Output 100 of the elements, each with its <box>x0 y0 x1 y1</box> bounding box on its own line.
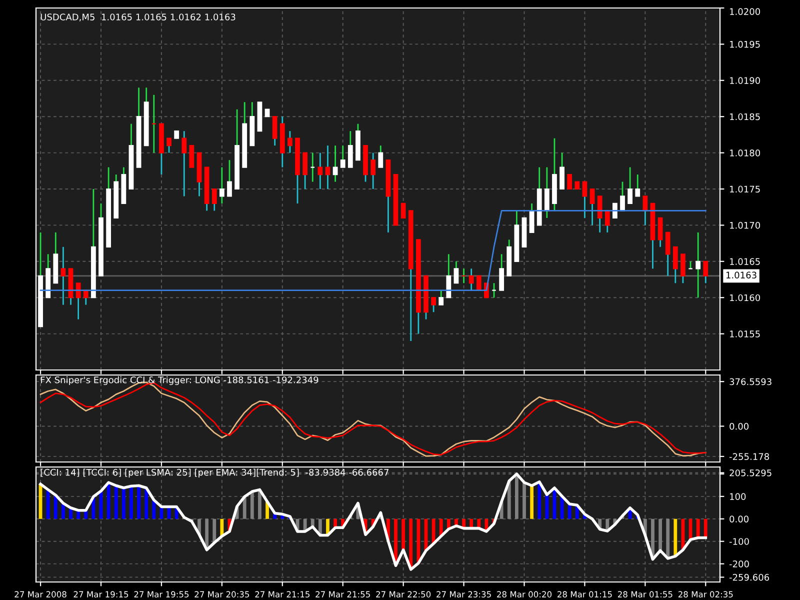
candlestick <box>400 202 406 219</box>
x-tick-label: 28 Mar 01:15 <box>558 591 612 598</box>
bar <box>432 518 436 544</box>
candlestick <box>703 260 708 284</box>
y-tick-label: -100 <box>729 538 749 545</box>
y-tick-label: 1.0190 <box>730 77 760 84</box>
y-tick-label: -255.178 <box>729 453 769 460</box>
bar <box>137 486 140 519</box>
bar <box>122 488 126 519</box>
candlestick <box>227 159 232 197</box>
candlestick <box>272 116 278 146</box>
y-tick-label: -259.606 <box>729 574 770 581</box>
candlestick <box>431 296 436 313</box>
candlestick <box>378 144 384 168</box>
candlestick <box>332 144 338 182</box>
candlestick <box>325 144 330 190</box>
bar <box>144 488 148 519</box>
x-tick-label: 28 Mar 02:35 <box>678 591 733 598</box>
candlestick <box>76 282 81 320</box>
candlestick <box>446 253 452 298</box>
candlestick <box>476 275 482 291</box>
bar <box>530 486 534 519</box>
y-tick-label: 205.5295 <box>730 469 772 476</box>
candlestick <box>597 196 602 234</box>
candlestick <box>219 166 224 204</box>
bar <box>658 518 662 551</box>
chart-title: FX Sniper's Ergodic CCI & Trigger: LONG -188.5161 -192.2349 <box>40 376 318 386</box>
ref-line-label: 1.0163 <box>726 272 756 278</box>
y-tick-label: 1.0170 <box>730 222 760 229</box>
candlestick <box>438 290 444 306</box>
candlestick <box>642 196 648 226</box>
y-tick-label: 100 <box>730 493 746 500</box>
candlestick <box>680 253 686 284</box>
bar <box>696 518 700 538</box>
x-tick-label: 27 Mar 20:35 <box>194 591 250 598</box>
candlestick <box>302 152 308 190</box>
y-tick-label: 376.5593 <box>730 378 772 386</box>
bar <box>568 504 572 519</box>
candlestick <box>340 144 346 168</box>
y-tick-label: 1.0155 <box>730 330 760 338</box>
candlestick <box>318 152 323 190</box>
bar <box>666 518 670 558</box>
candlestick <box>620 181 625 212</box>
candlestick <box>499 253 504 292</box>
bar <box>220 518 224 536</box>
candlestick <box>658 217 663 248</box>
candlestick <box>604 210 610 234</box>
candlestick <box>672 246 678 284</box>
bar <box>258 490 262 519</box>
chart-title: [CCI: 14] [TCCI: 6] [per LSMA: 25] [per EMA: 34][Trend: 5] -83.9384 -66.6667 <box>40 468 388 478</box>
candlestick <box>560 152 564 190</box>
candlestick <box>628 166 633 204</box>
bar <box>106 482 110 519</box>
bar <box>402 518 406 550</box>
x-tick-label: 27 Mar 22:50 <box>376 591 431 598</box>
y-tick-label: 1.0185 <box>730 113 760 120</box>
bar <box>54 495 58 519</box>
y-tick-label: 1.0180 <box>730 150 760 156</box>
y-tick-label: 1.0200 <box>730 8 760 15</box>
y-tick-label: 1.0175 <box>730 186 760 193</box>
y-tick-label: 0.00 <box>730 422 749 430</box>
x-tick-label: 27 Mar 19:55 <box>134 591 189 598</box>
candlestick <box>590 188 595 226</box>
bar <box>212 518 216 543</box>
candlestick <box>454 260 459 284</box>
x-tick-label: 28 Mar 00:20 <box>497 591 552 598</box>
bar <box>674 518 678 556</box>
candlestick <box>166 138 172 154</box>
bar <box>507 480 511 519</box>
x-tick-label: 27 Mar 19:15 <box>74 591 128 598</box>
candlestick <box>370 152 376 190</box>
candlestick <box>182 130 187 197</box>
candlestick <box>189 145 194 168</box>
bar <box>250 491 254 519</box>
candlestick <box>612 202 618 219</box>
x-tick-label: 27 Mar 2008 <box>14 591 66 598</box>
candlestick <box>567 174 572 190</box>
bar <box>242 496 246 519</box>
bar <box>114 486 118 519</box>
bar <box>84 510 88 519</box>
candlestick <box>60 246 66 306</box>
bar <box>409 518 413 570</box>
bar <box>152 500 156 519</box>
text: USDCAD,M5 1.0165 1.0165 1.0162 1.0163 <box>40 14 236 22</box>
candlestick <box>696 232 701 298</box>
bar <box>522 482 526 519</box>
x-tick-label: 27 Mar 21:15 <box>255 591 310 598</box>
y-tick-label: 1.0165 <box>730 258 760 265</box>
candlestick <box>665 232 670 277</box>
y-tick-label: 1.0160 <box>730 294 760 302</box>
x-tick-label: 28 Mar 01:55 <box>618 591 672 598</box>
bar <box>416 518 420 564</box>
bar <box>130 486 133 519</box>
candlestick <box>635 174 640 197</box>
candlestick <box>582 181 588 219</box>
candlestick <box>529 202 534 234</box>
candlestick <box>288 130 292 154</box>
bar <box>538 482 542 519</box>
y-tick-label: -200 <box>729 560 749 568</box>
candlestick <box>212 188 217 212</box>
